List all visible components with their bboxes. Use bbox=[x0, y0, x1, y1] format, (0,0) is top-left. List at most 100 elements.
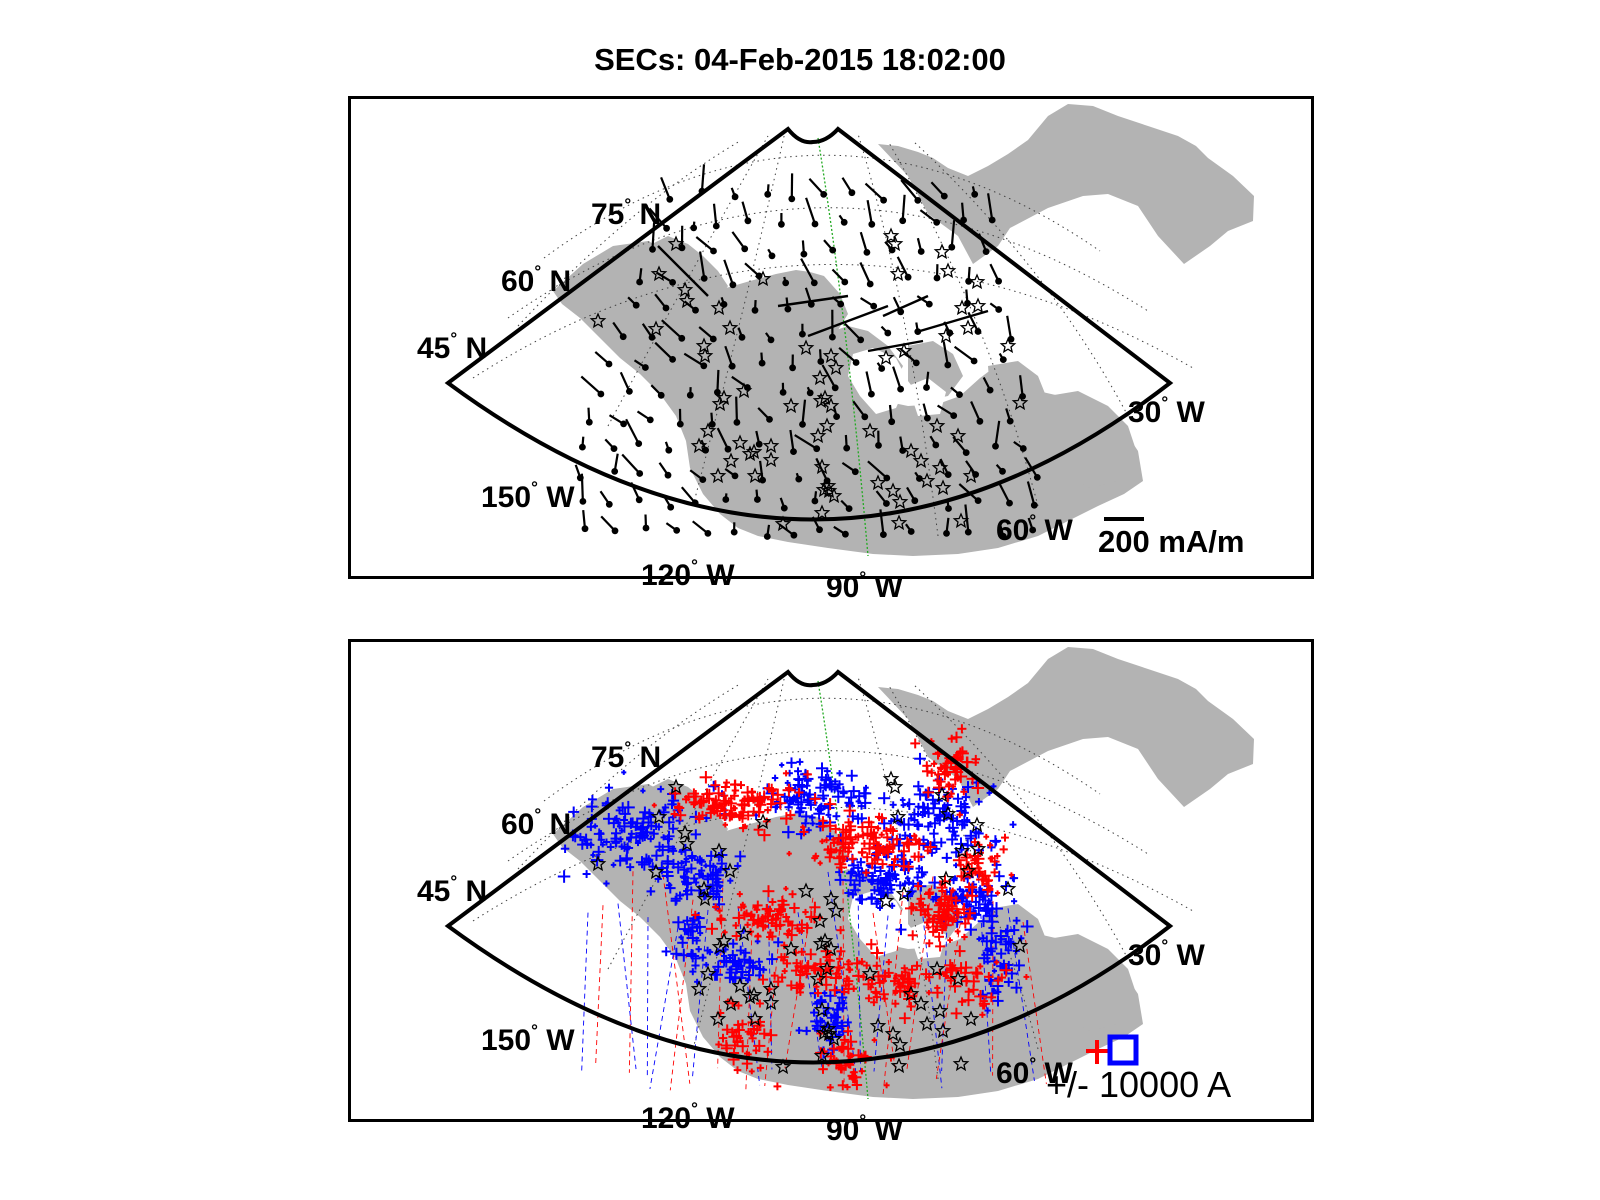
plus-icon bbox=[732, 922, 740, 929]
graticule-line bbox=[912, 683, 1129, 960]
vector-origin-dot bbox=[840, 218, 848, 226]
plus-icon bbox=[977, 963, 984, 970]
vector-origin-dot bbox=[911, 497, 919, 505]
plus-icon bbox=[801, 964, 810, 973]
current-vector bbox=[864, 182, 885, 201]
plus-icon bbox=[699, 872, 707, 880]
amplitude-streak bbox=[977, 868, 992, 1075]
current-vector bbox=[625, 418, 640, 445]
plus-icon bbox=[832, 778, 839, 785]
plus-icon bbox=[915, 866, 929, 879]
vector-origin-dot bbox=[646, 416, 654, 424]
star-icon bbox=[890, 514, 908, 531]
lon-30-label: 30° W bbox=[1128, 936, 1206, 972]
vector-origin-dot bbox=[662, 304, 670, 312]
vector-origin-dot bbox=[782, 279, 790, 287]
vector-origin-dot bbox=[888, 418, 896, 426]
current-vector bbox=[716, 369, 720, 393]
star-icon bbox=[918, 1015, 936, 1032]
vector-origin-dot bbox=[605, 500, 613, 508]
plus-icon bbox=[852, 872, 861, 880]
plus-icon bbox=[759, 966, 768, 974]
plus-icon bbox=[931, 987, 944, 999]
vector-origin-dot bbox=[831, 384, 839, 392]
star-icon bbox=[721, 862, 739, 879]
plus-icon bbox=[864, 820, 878, 834]
lon-90-label: 90° W bbox=[826, 568, 904, 604]
plus-icon bbox=[929, 828, 939, 839]
plus-icon bbox=[934, 932, 944, 942]
star-icon bbox=[827, 902, 845, 919]
vector-origin-dot bbox=[842, 530, 849, 538]
vector-origin-dot bbox=[799, 330, 806, 338]
current-vector bbox=[1019, 375, 1024, 397]
plus-icon bbox=[950, 895, 961, 906]
current-vector bbox=[712, 203, 718, 227]
vector-origin-dot bbox=[669, 279, 676, 286]
plus-icon bbox=[971, 968, 984, 980]
vector-origin-dot bbox=[904, 273, 912, 281]
plus-icon bbox=[627, 817, 638, 827]
plus-icon bbox=[984, 1007, 991, 1014]
plus-icon bbox=[999, 963, 1013, 977]
plus-icon bbox=[986, 790, 993, 796]
plus-icon bbox=[984, 881, 990, 887]
plus-icon bbox=[826, 1051, 836, 1061]
current-vector bbox=[919, 309, 989, 333]
plus-icon bbox=[621, 769, 627, 775]
plus-icon bbox=[582, 870, 591, 878]
vector-origin-dot bbox=[857, 336, 865, 344]
plus-icon bbox=[782, 959, 792, 968]
plus-icon bbox=[867, 831, 877, 841]
plus-icon bbox=[730, 791, 739, 801]
amplitude-streak bbox=[797, 912, 823, 1067]
plus-icon bbox=[794, 767, 802, 776]
plus-icon bbox=[1020, 920, 1034, 933]
star-icon bbox=[827, 359, 845, 376]
star-icon bbox=[797, 882, 815, 899]
vector-origin-dot bbox=[863, 249, 871, 256]
plus-icon bbox=[611, 838, 620, 847]
star-icon bbox=[882, 770, 900, 787]
plus-icon bbox=[586, 822, 596, 832]
plus-icon bbox=[960, 975, 972, 987]
plus-icon bbox=[667, 799, 677, 810]
plus-icon bbox=[989, 856, 1000, 867]
star-icon bbox=[678, 835, 696, 852]
plus-icon bbox=[919, 788, 932, 801]
plus-icon bbox=[900, 802, 906, 808]
plus-icon bbox=[774, 797, 787, 810]
vector-origin-dot bbox=[758, 359, 766, 367]
plus-icon bbox=[600, 842, 606, 848]
current-vector bbox=[896, 256, 910, 278]
star-icon bbox=[709, 467, 727, 484]
vector-origin-dot bbox=[880, 196, 887, 204]
star-icon bbox=[696, 347, 714, 364]
plus-icon bbox=[966, 890, 978, 902]
plus-icon bbox=[954, 945, 966, 957]
plus-icon bbox=[677, 937, 688, 949]
vector-origin-dot bbox=[962, 449, 970, 456]
plus-icon bbox=[970, 966, 982, 979]
vector-origin-dot bbox=[579, 498, 587, 505]
vector-origin-dot bbox=[790, 531, 798, 539]
plus-icon bbox=[952, 967, 961, 975]
plus-icon bbox=[976, 936, 982, 942]
star-icon bbox=[952, 512, 970, 529]
current-vector bbox=[859, 231, 868, 253]
plus-icon bbox=[886, 861, 898, 873]
plus-icon bbox=[805, 827, 812, 834]
star-icon bbox=[939, 262, 957, 279]
plus-icon bbox=[694, 795, 708, 809]
vector-origin-dot bbox=[976, 417, 984, 425]
star-icon bbox=[949, 427, 967, 444]
plus-icon bbox=[938, 768, 951, 781]
plus-icon bbox=[1008, 872, 1014, 878]
current-vector bbox=[892, 366, 902, 390]
star-icon bbox=[969, 840, 987, 857]
scale-legend: 200 mA/m bbox=[1098, 517, 1244, 559]
plus-icon bbox=[737, 1035, 744, 1041]
vector-origin-dot bbox=[729, 281, 737, 289]
current-vector bbox=[808, 178, 825, 196]
star-icon bbox=[711, 938, 729, 955]
